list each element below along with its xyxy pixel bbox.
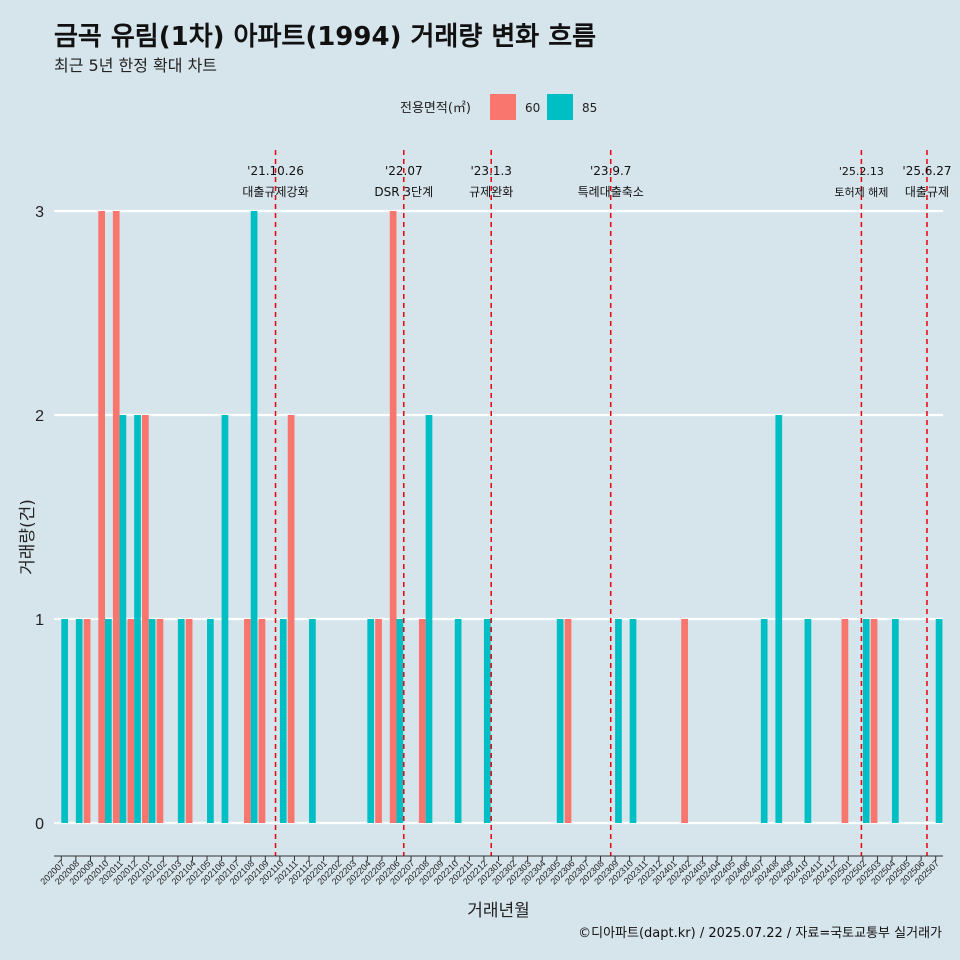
bar-85-202504 bbox=[891, 619, 899, 823]
bar-85-202410 bbox=[804, 619, 812, 823]
event-date-label: '23.9.7 bbox=[590, 164, 631, 178]
bar-85-202408 bbox=[775, 415, 783, 823]
source-caption: ©디아파트(dapt.kr) / 2025.07.22 / 자료=국토교통부 실… bbox=[578, 926, 942, 941]
y-tick-label: 2 bbox=[35, 408, 44, 425]
bar-85-202208 bbox=[425, 415, 433, 823]
bar-60-202205 bbox=[375, 619, 382, 823]
bar-60-202104 bbox=[185, 619, 193, 823]
grid-lines bbox=[54, 209, 943, 825]
bars bbox=[61, 211, 943, 823]
bar-85-202407 bbox=[760, 619, 768, 823]
bar-60-202306 bbox=[564, 619, 572, 823]
bar-85-202010 bbox=[105, 619, 112, 823]
bar-60-202108 bbox=[244, 619, 251, 823]
bar-60-202102 bbox=[156, 619, 164, 823]
event-name-label: 대출규제강화 bbox=[242, 185, 308, 199]
legend-label-60: 60 bbox=[525, 101, 540, 115]
bar-85-202012 bbox=[134, 415, 141, 823]
bar-60-202011 bbox=[112, 211, 120, 823]
bar-85-202110 bbox=[279, 619, 287, 823]
y-tick-label: 0 bbox=[35, 816, 44, 833]
event-date-label: '23.1.3 bbox=[470, 164, 511, 178]
bar-85-202108 bbox=[250, 211, 258, 823]
bar-85-202204 bbox=[367, 619, 375, 823]
y-tick-label: 3 bbox=[35, 204, 44, 221]
bar-60-202010 bbox=[98, 211, 106, 823]
legend-label-85: 85 bbox=[582, 101, 597, 115]
bar-60-202501 bbox=[841, 619, 849, 823]
bar-85-202106 bbox=[221, 415, 229, 823]
event-name-label: 토허제 해제 bbox=[834, 185, 888, 199]
event-name-label: 특례대출축소 bbox=[578, 185, 644, 199]
chart-title: 금곡 유림(1차) 아파트(1994) 거래량 변화 흐름 bbox=[54, 22, 597, 52]
event-date-label: '25.6.27 bbox=[902, 164, 951, 178]
bar-85-202008 bbox=[75, 619, 83, 823]
bar-85-202309 bbox=[615, 619, 622, 823]
bar-85-202502 bbox=[862, 619, 870, 823]
event-date-label: '21.10.26 bbox=[247, 164, 304, 178]
legend-swatch-85 bbox=[547, 94, 573, 120]
event-lines: '21.10.26 대출규제강화 '22.07 DSR 3단계 '23.1.3 규제완화 '… bbox=[242, 150, 952, 856]
legend-title: 전용면적(㎡) bbox=[400, 101, 471, 116]
event-date-label: '25.2.13 bbox=[839, 165, 884, 178]
y-tick-label: 1 bbox=[35, 612, 44, 629]
event-name-label: 규제완화 bbox=[469, 185, 513, 199]
bar-60-202208 bbox=[418, 619, 426, 823]
bar-85-202007 bbox=[61, 619, 68, 823]
bar-85-202103 bbox=[177, 619, 185, 823]
bar-60-202109 bbox=[258, 619, 266, 823]
bar-85-202310 bbox=[629, 619, 637, 823]
event-name-label: 대출규제 bbox=[905, 185, 949, 199]
chart-subtitle: 최근 5년 한정 확대 차트 bbox=[54, 56, 218, 75]
event-date-label: '22.07 bbox=[385, 164, 423, 178]
bar-60-202111 bbox=[287, 415, 295, 823]
bar-85-202011 bbox=[119, 415, 127, 823]
legend-swatch-60 bbox=[490, 94, 516, 120]
bar-60-202503 bbox=[870, 619, 878, 823]
bar-85-202105 bbox=[207, 619, 214, 823]
bar-85-202210 bbox=[454, 619, 462, 823]
bar-85-202101 bbox=[148, 619, 156, 823]
bar-60-202012 bbox=[127, 619, 135, 823]
bar-85-202212 bbox=[483, 619, 491, 823]
bar-60-202402 bbox=[681, 619, 688, 823]
bar-85-202112 bbox=[309, 619, 316, 823]
y-axis-title: 거래량(건) bbox=[18, 499, 38, 575]
bar-85-202507 bbox=[935, 619, 943, 823]
bar-60-202206 bbox=[389, 211, 397, 823]
legend: 전용면적(㎡) 60 85 bbox=[400, 94, 597, 120]
bar-60-202101 bbox=[142, 415, 149, 823]
bar-60-202009 bbox=[83, 619, 91, 823]
bar-85-202206 bbox=[396, 619, 404, 823]
x-axis-title: 거래년월 bbox=[467, 901, 530, 921]
bar-85-202305 bbox=[556, 619, 564, 823]
event-name-label: DSR 3단계 bbox=[374, 185, 433, 199]
